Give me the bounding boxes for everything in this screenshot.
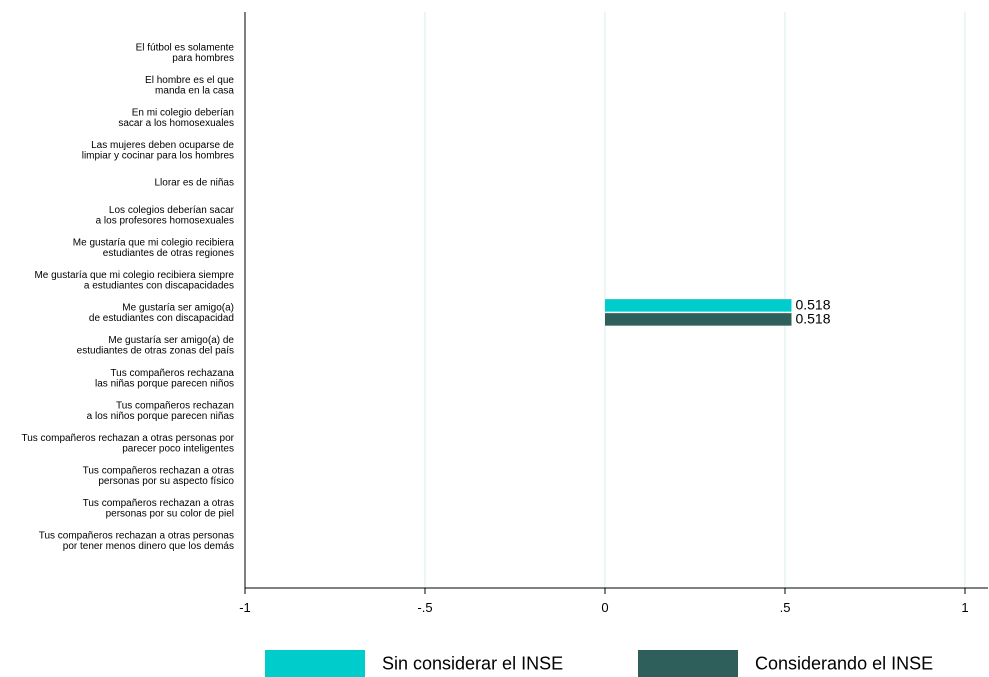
- legend-label: Considerando el INSE: [755, 654, 933, 674]
- x-tick-label: 0: [601, 600, 608, 615]
- category-label: El fútbol es solamente para hombres: [136, 42, 235, 64]
- category-label: Tus compañeros rechazan a otras personas …: [83, 498, 234, 520]
- category-label: Me gustaría que mi colegio recibiera sie…: [34, 270, 234, 292]
- data-label: 0.518: [795, 311, 830, 327]
- category-label: Me gustaría ser amigo(a) de estudiantes c…: [89, 303, 234, 325]
- category-label: Tus compañeros rechazan a otras personas…: [21, 433, 234, 455]
- x-tick-label: -1: [239, 600, 251, 615]
- bars: [605, 299, 792, 326]
- category-label: Tus compañeros rechazan a los niños porqu…: [87, 400, 234, 422]
- x-tick-label: -.5: [417, 600, 432, 615]
- x-ticks: -1 -.5 0 .5 1: [239, 588, 969, 615]
- x-tick-label: .5: [780, 600, 791, 615]
- category-label: En mi colegio deberían sacar a los homose…: [118, 107, 234, 129]
- bar-series-1: [605, 299, 792, 312]
- category-label: Me gustaría ser amigo(a) de estudiantes d…: [77, 335, 235, 357]
- category-label: Tus compañeros rechazan a otras personas …: [83, 465, 235, 487]
- legend-label: Sin considerar el INSE: [382, 654, 563, 674]
- category-label: Tus compañeros rechazan a otras personas…: [39, 531, 234, 553]
- category-label: El hombre es el que manda en la casa: [145, 75, 234, 97]
- category-labels: El fútbol es solamente para hombres El hom…: [21, 42, 234, 552]
- axes: [244, 12, 988, 589]
- legend-swatch: [638, 650, 738, 677]
- category-label: Tus compañeros rechazana las niñas porque…: [95, 368, 234, 390]
- legend-swatch: [265, 650, 365, 677]
- category-label: Los colegios deberían sacar a los profeso…: [96, 205, 235, 227]
- legend: Sin considerar el INSE Considerando el IN…: [265, 650, 933, 677]
- category-label: Me gustaría que mi colegio recibiera estu…: [73, 238, 235, 259]
- bar-series-2: [605, 313, 792, 326]
- category-label: Llorar es de niñas: [155, 178, 235, 189]
- category-label: Las mujeres deben ocuparse de limpiar y c…: [82, 140, 235, 162]
- data-label: 0.518: [795, 297, 830, 313]
- x-tick-label: 1: [961, 600, 968, 615]
